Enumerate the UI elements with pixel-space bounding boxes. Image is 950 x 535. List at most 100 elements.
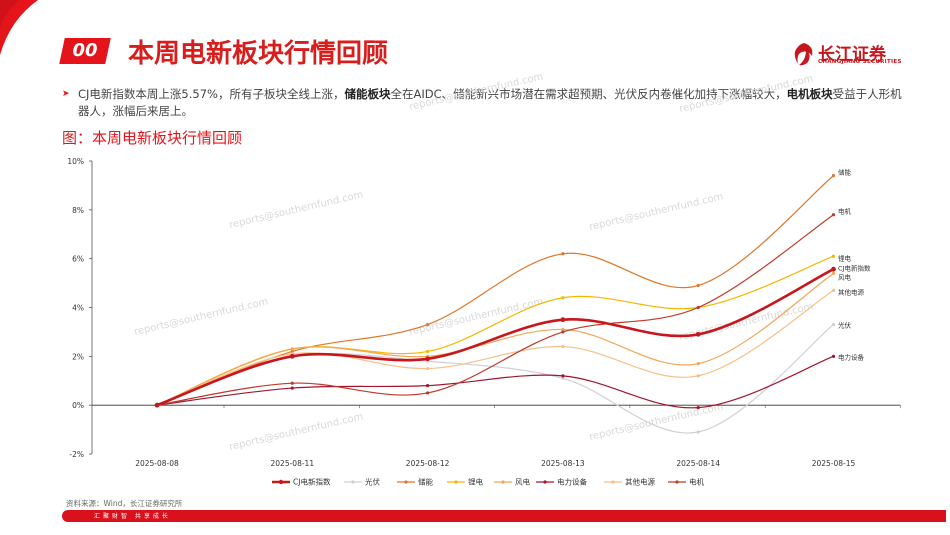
data-point-锂电 — [561, 296, 565, 300]
legend-label: 电机 — [689, 477, 704, 487]
series-line-其他电源 — [156, 289, 834, 406]
summary-bullet: ➤ CJ电新指数本周上涨5.57%，所有子板块全线上涨，储能板块全在AIDC、储… — [62, 86, 912, 120]
y-tick-label: 4% — [72, 304, 84, 313]
series-line-CJ电新指数 — [156, 267, 835, 407]
footer-slogan: 汇聚财智 共享成长 — [94, 513, 171, 520]
series-line-风电 — [156, 272, 834, 406]
watermarks: reports@southernfund.com reports@southern… — [133, 71, 814, 453]
data-point-光伏 — [831, 322, 836, 327]
x-tick-label: 2025-08-08 — [135, 459, 179, 468]
data-point-其他电源 — [426, 366, 430, 371]
y-tick-label: 6% — [72, 255, 84, 264]
end-label: 电机 — [838, 207, 852, 216]
data-point-电力设备 — [696, 406, 700, 410]
x-tick-label: 2025-08-15 — [812, 459, 856, 468]
data-point-锂电 — [426, 349, 430, 354]
company-logo: 长江证券 CHANGJIANG SECURITIES — [792, 40, 902, 70]
legend-marker — [278, 479, 284, 485]
data-point-CJ电新指数 — [154, 402, 160, 408]
y-tick-label: 10% — [67, 157, 84, 166]
legend-marker — [543, 480, 547, 484]
legend-marker — [501, 480, 505, 484]
data-point-风电 — [561, 327, 565, 332]
data-source: 资料来源：Wind，长江证券研究所 — [66, 499, 183, 508]
x-tick-label: 2025-08-14 — [676, 459, 720, 468]
end-label: 电力设备 — [838, 353, 865, 362]
watermark-text: reports@southernfund.com — [588, 191, 724, 233]
watermark-text: reports@southernfund.com — [228, 411, 364, 453]
y-tick-label: 0% — [72, 401, 84, 410]
legend-label: 储能 — [418, 477, 433, 487]
footer-bar: 汇聚财智 共享成长 — [62, 510, 946, 522]
data-point-储能 — [561, 252, 565, 256]
x-tick-label: 2025-08-11 — [271, 459, 315, 468]
data-point-储能 — [696, 283, 700, 288]
legend-marker — [454, 480, 458, 484]
y-tick-label: -2% — [69, 450, 84, 459]
data-point-储能 — [290, 349, 294, 354]
watermark-text: reports@southernfund.com — [228, 189, 364, 231]
data-point-CJ电新指数 — [831, 266, 836, 272]
data-point-电力设备 — [290, 386, 294, 390]
logo-text: 长江证券 — [818, 45, 886, 65]
data-point-电机 — [696, 305, 700, 310]
highlight-motor: 电机板块 — [786, 87, 833, 101]
x-tick-label: 2025-08-13 — [541, 459, 585, 468]
corner-decoration — [0, 0, 38, 55]
data-point-CJ电新指数 — [695, 331, 701, 337]
bullet-arrow-icon: ➤ — [62, 89, 70, 99]
data-point-储能 — [831, 174, 836, 178]
legend-label: 电力设备 — [557, 477, 587, 487]
data-point-CJ电新指数 — [425, 356, 430, 362]
legend-label: 光伏 — [365, 477, 380, 487]
data-point-CJ电新指数 — [289, 353, 295, 359]
end-label: 光伏 — [838, 321, 852, 330]
data-point-电力设备 — [831, 354, 836, 358]
y-tick-label: 8% — [72, 206, 84, 215]
data-point-CJ电新指数 — [560, 317, 566, 323]
data-point-电机 — [561, 330, 565, 334]
watermark-text: reports@southernfund.com — [408, 71, 544, 113]
legend-marker — [611, 480, 615, 484]
data-point-电力设备 — [561, 374, 565, 378]
y-tick-label: 2% — [72, 352, 84, 361]
end-label: 储能 — [838, 168, 852, 177]
data-point-电机 — [831, 213, 836, 217]
watermark-text: reports@southernfund.com — [678, 73, 814, 115]
series-line-储能 — [156, 175, 834, 406]
watermark-text: reports@southernfund.com — [408, 296, 544, 338]
data-point-其他电源 — [561, 344, 565, 349]
x-tick-label: 2025-08-12 — [406, 459, 450, 468]
legend-marker — [675, 480, 679, 484]
data-point-光伏 — [561, 376, 565, 380]
end-label: 其他电源 — [838, 288, 865, 297]
data-point-电力设备 — [426, 384, 430, 388]
legend-label: 风电 — [515, 477, 530, 487]
legend-marker — [351, 480, 355, 484]
legend-label: CJ电新指数 — [293, 477, 331, 487]
page-title: 本周电新板块行情回顾 — [128, 39, 389, 69]
data-point-风电 — [290, 347, 294, 351]
legend-marker — [404, 480, 408, 484]
data-point-锂电 — [831, 254, 836, 258]
data-point-风电 — [831, 271, 836, 275]
summary-text: CJ电新指数本周上涨5.57%，所有子板块全线上涨，储能板块全在AIDC、储能新… — [78, 87, 902, 118]
logo-emblem-icon — [794, 43, 813, 66]
data-point-风电 — [696, 362, 700, 366]
legend-label: 其他电源 — [625, 477, 655, 487]
data-point-电机 — [290, 381, 294, 385]
series-line-电力设备 — [156, 355, 834, 409]
legend-label: 锂电 — [468, 477, 483, 487]
end-label: 锂电 — [838, 254, 852, 263]
end-label: CJ电新指数 — [838, 264, 871, 273]
highlight-storage: 储能板块 — [344, 87, 391, 101]
series-line-电机 — [156, 214, 834, 406]
data-point-其他电源 — [831, 288, 836, 293]
watermark-text: reports@southernfund.com — [133, 296, 269, 338]
end-label: 风电 — [838, 273, 852, 282]
data-point-储能 — [426, 322, 430, 327]
figure-title: 图：本周电新板块行情回顾 — [62, 129, 243, 147]
data-point-电机 — [426, 391, 430, 395]
logo-subtext: CHANGJIANG SECURITIES — [818, 59, 902, 65]
